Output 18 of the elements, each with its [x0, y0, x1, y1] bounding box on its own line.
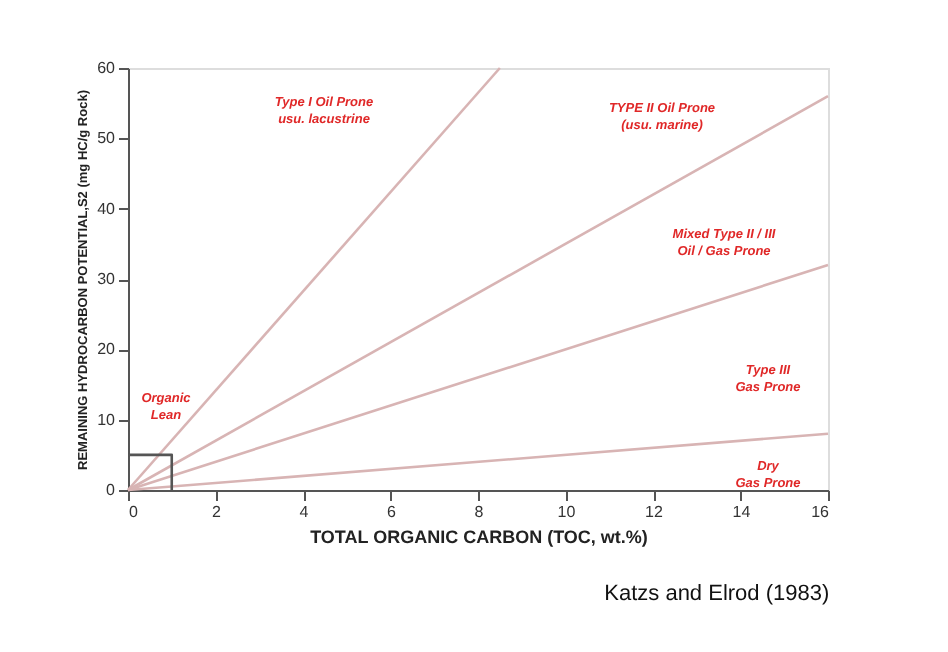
y-tick-label: 40 — [97, 199, 117, 218]
y-tick-label: 30 — [97, 270, 117, 288]
x-tick-label: 12 — [645, 503, 664, 521]
x-axis-title: TOTAL ORGANIC CARBON (TOC, wt.%) — [310, 527, 648, 547]
y-tick-label: 60 — [97, 59, 117, 77]
x-tick-label: 16 — [811, 503, 831, 521]
x-tick-label: 2 — [212, 503, 223, 521]
text: Katzs and Elrod (1983) — [604, 582, 830, 606]
x-tick-label: 0 — [129, 503, 139, 521]
x-tick-label: 8 — [474, 503, 485, 521]
x-tick-label: 4 — [299, 503, 310, 521]
x-tick-label: 6 — [387, 503, 398, 521]
x-tick-label: 10 — [557, 503, 577, 521]
y-tick-label: 20 — [97, 340, 117, 359]
y-tick-label: 0 — [106, 481, 117, 499]
x-tick-label: 14 — [732, 503, 752, 521]
y-tick-label: 10 — [97, 410, 117, 429]
y-tick-label: 50 — [97, 129, 117, 148]
